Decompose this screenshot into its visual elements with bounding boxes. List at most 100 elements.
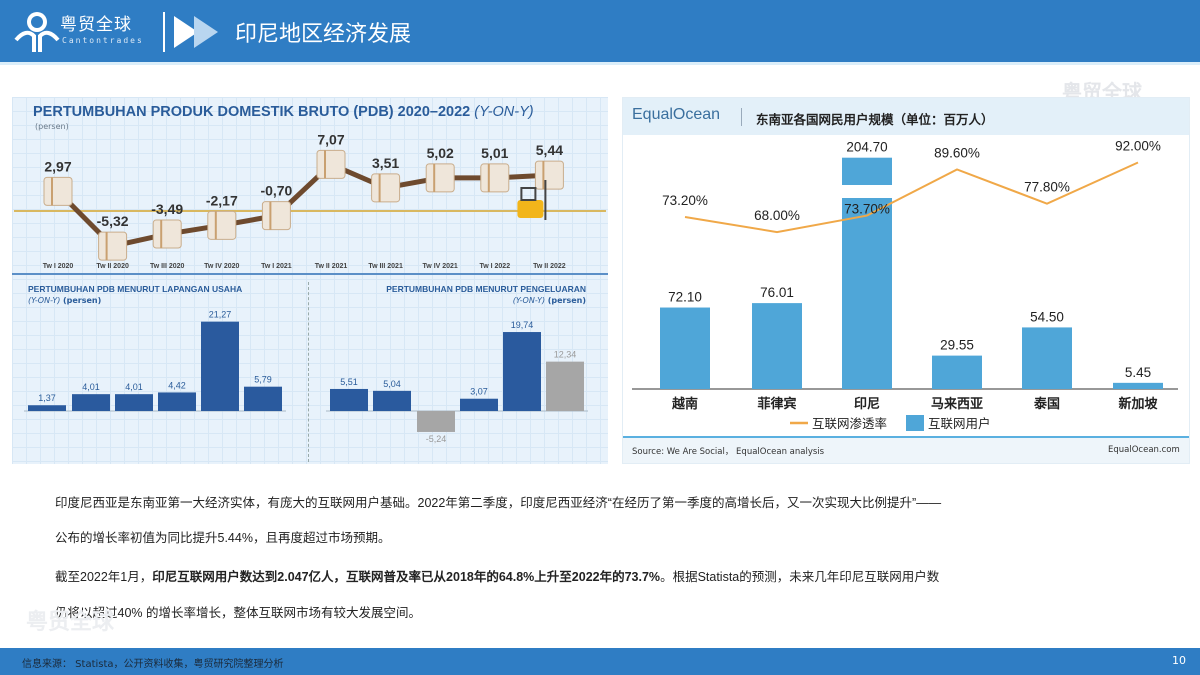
- bar-value-label: 21,27: [209, 310, 232, 320]
- legend-bar-label: 互联网用户: [928, 416, 991, 431]
- data-label: -2,17: [206, 192, 238, 208]
- chart-header-band: [623, 98, 1189, 135]
- forklift-cab: [520, 187, 537, 201]
- header-separator: [163, 12, 165, 52]
- box-marker: [43, 176, 73, 206]
- gdp-line: [56, 161, 550, 249]
- brand-name: 粤贸全球: [60, 15, 132, 35]
- penetration-line: [684, 161, 1139, 234]
- bar: [932, 355, 982, 389]
- watermark-bottom: 粤贸全球: [26, 610, 115, 635]
- double-arrow-icon: [174, 16, 218, 48]
- bar-value-label: 5,79: [254, 375, 272, 385]
- expenditure-chart-subtitle: (Y-ON-Y) (persen): [306, 296, 586, 305]
- bar: [752, 303, 802, 389]
- bar: [201, 321, 239, 411]
- line-value-label: 77.80%: [1024, 180, 1070, 195]
- equalocean-logo: EqualOcean: [632, 106, 721, 123]
- gdp-line-chart: 2,97 Tw I 2020 -5,32 Tw II 2020 -3,49 Tw III …: [14, 131, 606, 444]
- forklift-icon: [517, 200, 544, 218]
- sector-chart-subtitle: (Y-ON-Y) (persen): [28, 296, 101, 305]
- paragraph-2-line-1: 截至2022年1月，印尼互联网用户数达到2.047亿人，互联网普及率已从2018…: [55, 566, 939, 585]
- box-marker: [534, 160, 564, 190]
- x-tick-label: Tw I 2022: [479, 263, 510, 270]
- box-marker: [316, 149, 346, 179]
- line-value-label: 73.70%: [844, 202, 890, 217]
- box-marker: [261, 201, 291, 231]
- category-label: 马来西亚: [931, 396, 983, 411]
- brand-logo-icon: [14, 12, 60, 52]
- data-label: 3,51: [372, 155, 399, 171]
- data-label: -0,70: [260, 183, 292, 199]
- footer-source: 信息来源： Statista，公开资料收集，粤贸研究院整理分析: [22, 659, 284, 670]
- line-value-label: 68.00%: [754, 208, 800, 223]
- bar: [546, 361, 584, 411]
- internet-chart-title: 东南亚各国网民用户规模（单位：百万人）: [756, 112, 994, 127]
- paragraph-1-line-2: 公布的增长率初值为同比提升5.44%，且再度超过市场预期。: [55, 531, 391, 545]
- footer-bar: [0, 648, 1200, 675]
- x-tick-label: Tw III 2021: [368, 263, 403, 270]
- page-number: 10: [1172, 654, 1186, 667]
- x-tick-label: Tw IV 2020: [204, 263, 239, 270]
- page-title: 印尼地区经济发展: [235, 22, 412, 47]
- bar-break: [841, 185, 893, 198]
- internet-users-chart-panel: [622, 97, 1190, 464]
- bar: [244, 386, 282, 411]
- gdp-chart-title: PERTUMBUHAN PRODUK DOMESTIK BRUTO (PDB) …: [33, 104, 534, 120]
- bar-value-label: 54.50: [1030, 309, 1064, 324]
- expenditure-chart-title: PERTUMBUHAN PDB MENURUT PENGELUARAN: [386, 284, 586, 294]
- bar-value-label: 72.10: [668, 290, 702, 305]
- category-label: 越南: [671, 396, 698, 411]
- source-divider: [623, 436, 1189, 438]
- line-value-label: 89.60%: [934, 145, 980, 160]
- line-value-label: 92.00%: [1115, 138, 1161, 153]
- exp-subtitle-unit: (persen): [547, 296, 586, 305]
- paragraph-1-line-1: 印度尼西亚是东南亚第一大经济实体，有庞大的互联网用户基础。2022年第二季度，印…: [55, 496, 942, 510]
- gdp-ylabel: (persen): [35, 122, 69, 131]
- category-label: 印尼: [854, 396, 880, 411]
- bar-value-label: 4,42: [168, 380, 186, 390]
- data-label: 2,97: [44, 158, 71, 174]
- bar-value-label: 204.70: [846, 140, 887, 155]
- box-marker: [98, 231, 128, 261]
- box-marker: [425, 163, 455, 193]
- data-label: 7,07: [317, 131, 344, 147]
- x-tick-label: Tw II 2020: [96, 263, 129, 270]
- data-label: 5,01: [481, 145, 508, 161]
- bar-value-label: 3,07: [470, 387, 488, 397]
- paragraph-2-line-2: 仍将以超过40% 的增长率增长，整体互联网市场有较大发展空间。: [55, 606, 421, 620]
- brand-name-en: Cantontrades: [62, 36, 144, 45]
- logo-separator: [741, 108, 742, 126]
- bar: [417, 411, 455, 432]
- x-tick-label: Tw III 2020: [150, 263, 185, 270]
- gdp-title-text: PERTUMBUHAN PRODUK DOMESTIK BRUTO (PDB) …: [33, 104, 471, 120]
- bar-value-label: 76.01: [760, 285, 794, 300]
- x-tick-label: Tw II 2021: [315, 263, 348, 270]
- data-label: -3,49: [151, 201, 183, 217]
- gdp-title-suffix: (Y-ON-Y): [474, 104, 534, 120]
- chart-site: EqualOcean.com: [1108, 445, 1180, 455]
- data-label: -5,32: [97, 213, 129, 229]
- category-label: 泰国: [1033, 396, 1060, 411]
- bar: [330, 388, 368, 411]
- bar-value-label: 4,01: [82, 382, 100, 392]
- data-label: 5,02: [427, 145, 454, 161]
- box-marker: [480, 163, 510, 193]
- legend-bar-swatch: [906, 415, 924, 431]
- x-tick-label: Tw II 2022: [533, 263, 566, 270]
- box-marker: [371, 173, 401, 203]
- exp-subtitle-italic: (Y-ON-Y): [512, 296, 546, 305]
- bar: [72, 394, 110, 411]
- bar: [503, 332, 541, 411]
- bar-value-label: 5.45: [1125, 365, 1151, 380]
- data-label: 5,44: [536, 142, 563, 158]
- bar: [660, 307, 710, 389]
- box-marker: [207, 210, 237, 240]
- legend-line-label: 互联网渗透率: [812, 416, 887, 431]
- x-tick-label: Tw I 2021: [261, 263, 292, 270]
- bar-value-label: 19,74: [511, 320, 534, 330]
- bar-value-label: 5,04: [383, 379, 401, 389]
- bar: [460, 398, 498, 411]
- panel-divider: [12, 273, 608, 275]
- category-label: 菲律宾: [757, 396, 796, 411]
